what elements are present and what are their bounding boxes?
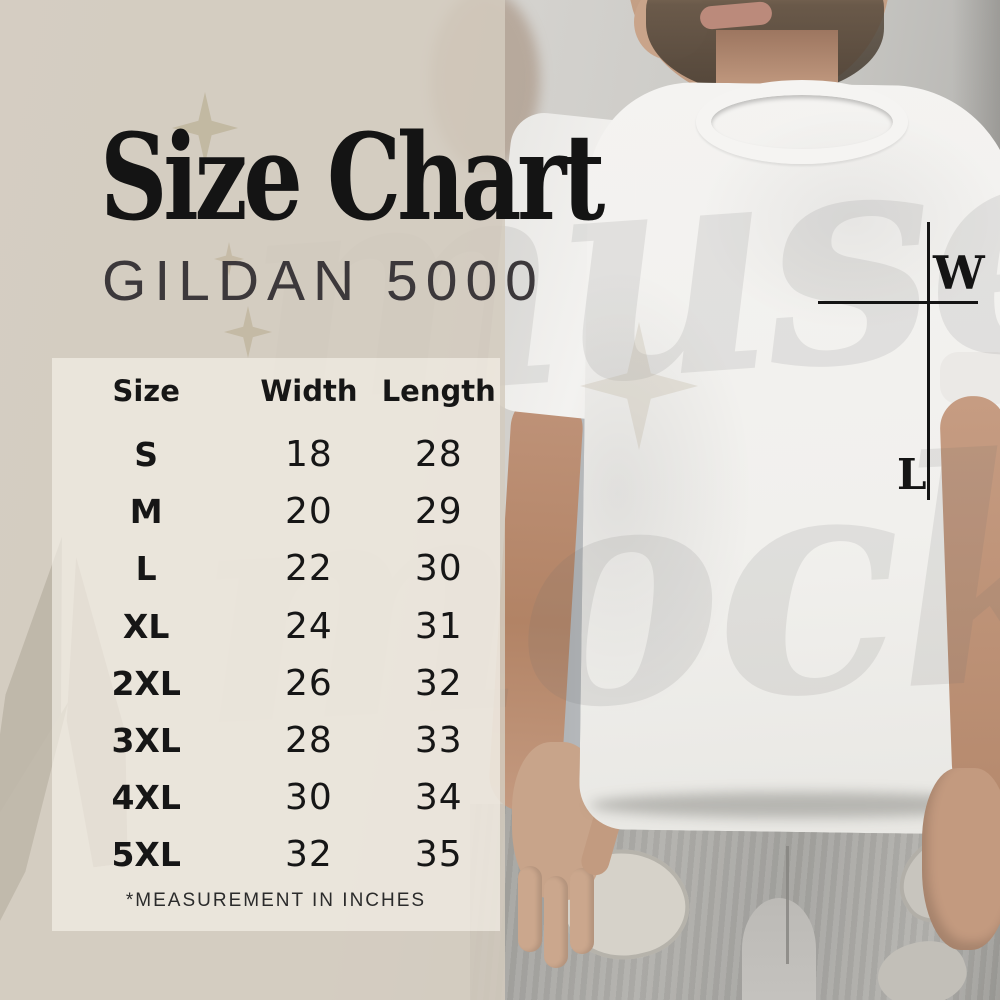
table-row: XL 24 31 (52, 598, 500, 655)
page-subtitle: GILDAN 5000 (102, 249, 545, 313)
finger (570, 868, 594, 954)
page-title: Size Chart (100, 107, 605, 248)
length-measure-line (927, 222, 930, 500)
length-cell: 34 (414, 777, 463, 819)
size-cell: 5XL (111, 835, 181, 875)
table-row: 5XL 32 35 (52, 826, 500, 883)
header-length: Length (381, 374, 496, 408)
jeans-fly-seam (786, 846, 789, 964)
width-cell: 26 (285, 662, 333, 704)
model-left-hand (922, 768, 1000, 950)
length-cell: 33 (414, 720, 463, 762)
size-cell: 3XL (111, 721, 181, 761)
header-size: Size (112, 374, 180, 408)
width-cell: 30 (285, 777, 333, 819)
width-label: W (933, 246, 985, 300)
size-cell: 2XL (111, 663, 181, 703)
length-cell: 30 (414, 548, 463, 590)
table-row: M 20 29 (52, 483, 500, 540)
width-cell: 28 (285, 720, 333, 762)
size-cell: XL (122, 606, 170, 646)
length-cell: 28 (414, 434, 463, 476)
table-row: 3XL 28 33 (52, 712, 500, 769)
width-cell: 22 (285, 548, 333, 590)
width-cell: 32 (285, 834, 333, 876)
size-cell: M (129, 492, 163, 532)
table-row: 4XL 30 34 (52, 769, 500, 826)
length-cell: 32 (414, 662, 463, 704)
width-cell: 24 (285, 605, 333, 647)
length-cell: 35 (414, 834, 463, 876)
size-cell: S (134, 435, 159, 475)
table-header-row: Size Width Length (52, 374, 500, 410)
measurement-footnote: *MEASUREMENT IN INCHES (125, 890, 427, 911)
size-cell: 4XL (111, 778, 181, 818)
table-row: 2XL 26 32 (52, 655, 500, 712)
header-width: Width (260, 374, 358, 408)
width-cell: 18 (285, 434, 333, 476)
legs-gap (742, 898, 816, 1000)
size-table-rows: S 18 28 M 20 29 L 22 30 XL 24 31 2XL 26 32 3XL 28 33 4XL 30… (52, 426, 500, 884)
table-row: S 18 28 (52, 426, 500, 483)
finger (518, 866, 542, 952)
size-cell: L (135, 549, 157, 589)
finger (544, 876, 568, 968)
width-measure-line (818, 301, 978, 304)
length-cell: 31 (414, 605, 463, 647)
length-label: L (897, 450, 927, 499)
width-cell: 20 (285, 491, 333, 533)
table-row: L 22 30 (52, 540, 500, 597)
length-cell: 29 (414, 491, 463, 533)
size-table-panel: Size Width Length S 18 28 M 20 29 L 22 30 XL 24 31 2… (52, 358, 500, 931)
